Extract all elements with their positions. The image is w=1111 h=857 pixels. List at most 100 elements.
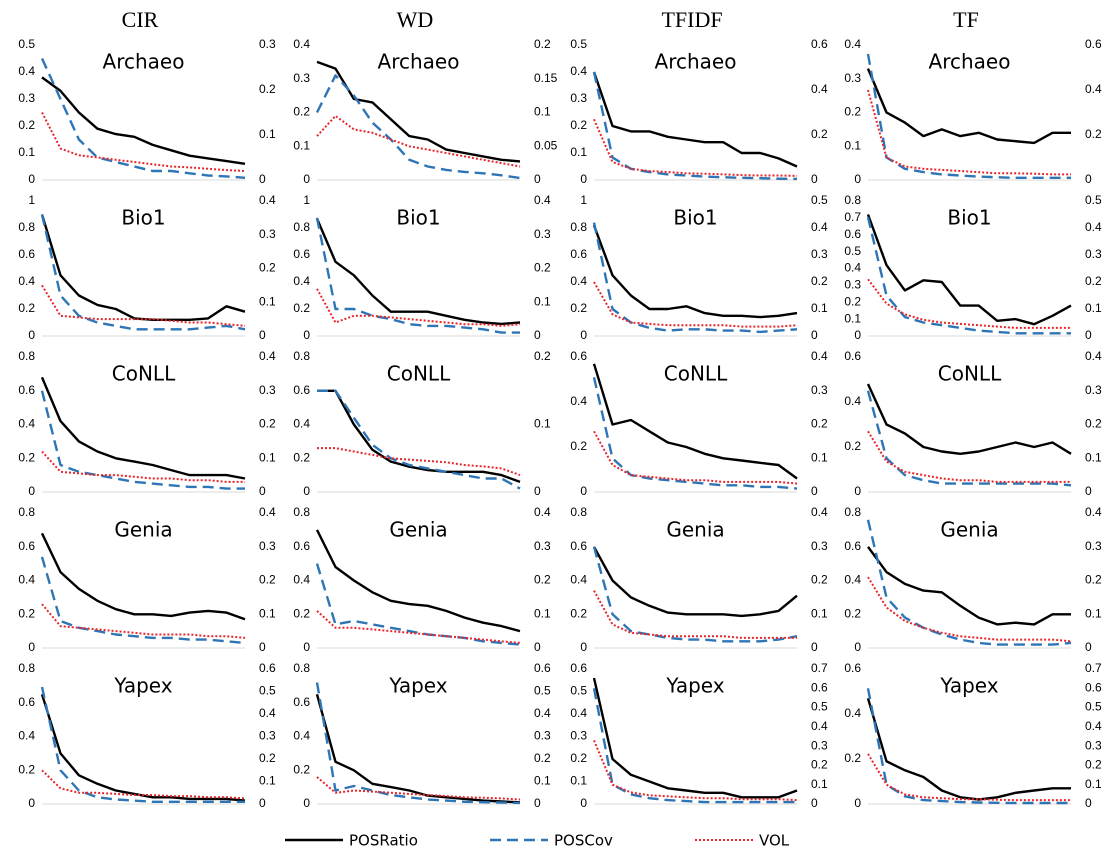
y2-tick-label: 0.4 [1085, 505, 1102, 519]
y-tick-label: 0.4 [18, 573, 35, 587]
y-tick-label: 0 [580, 484, 587, 498]
series-line [592, 377, 798, 490]
y-tick-label: 0.6 [18, 383, 35, 397]
panel-title: Genia [940, 518, 998, 542]
y2-tick-label: 0.1 [259, 774, 276, 788]
y-tick-label: 0.4 [844, 261, 861, 275]
y-tick-label: 0.8 [18, 349, 35, 363]
y2-tick-label: 0.4 [534, 193, 551, 207]
panel-title: Bio1 [121, 206, 165, 230]
y-tick-label: 0.4 [18, 274, 35, 288]
series-line [40, 214, 246, 321]
y2-tick-label: 0.3 [1085, 539, 1102, 553]
y-tick-label: 0.6 [293, 695, 310, 709]
y2-tick-label: 0.3 [259, 227, 276, 241]
y2-tick-label: 0.4 [811, 220, 828, 234]
y-tick-label: 0.6 [570, 539, 587, 553]
y2-tick-label: 0 [534, 328, 541, 342]
series-line [41, 769, 246, 800]
y2-tick-label: 0 [259, 172, 266, 186]
series-line [867, 278, 1071, 329]
y2-tick-label: 0.6 [1085, 37, 1102, 51]
legend-label: VOL [759, 832, 790, 850]
series-line [867, 576, 1072, 643]
y-tick-label: 0.2 [293, 301, 310, 315]
series-line [40, 214, 246, 331]
series-line [40, 532, 246, 621]
y2-tick-label: 0.3 [1085, 738, 1102, 752]
series-line [592, 71, 798, 181]
y2-tick-label: 0.5 [811, 700, 828, 714]
series-line [866, 390, 1072, 487]
y2-tick-label: 0.3 [534, 729, 551, 743]
y2-tick-label: 0 [1085, 484, 1092, 498]
y2-tick-label: 0.4 [534, 706, 551, 720]
panel-title: Archaeo [929, 50, 1011, 74]
series-line [866, 697, 1071, 801]
series-line [316, 60, 521, 163]
series-line [866, 216, 1071, 335]
y-tick-label: 0.1 [570, 774, 587, 788]
y2-tick-label: 0.5 [811, 193, 828, 207]
series-line [593, 430, 798, 485]
y-tick-label: 0.4 [570, 274, 587, 288]
y2-tick-label: 0.4 [259, 193, 276, 207]
y-tick-label: 0.2 [18, 118, 35, 132]
y2-tick-label: 0.1 [534, 774, 551, 788]
y-tick-label: 0.1 [18, 145, 35, 159]
series-line [40, 556, 246, 645]
y2-tick-label: 0.4 [811, 349, 828, 363]
y2-tick-label: 0.6 [259, 661, 276, 675]
y2-tick-label: 0.1 [811, 777, 828, 791]
y2-tick-label: 0.3 [534, 539, 551, 553]
y-tick-label: 0.8 [18, 661, 35, 675]
y-tick-label: 0.4 [570, 394, 587, 408]
y-tick-label: 0.4 [844, 37, 861, 51]
y-tick-label: 0.2 [844, 606, 861, 620]
y-tick-label: 0.1 [570, 145, 587, 159]
y2-tick-label: 0.2 [259, 417, 276, 431]
y-tick-label: 0 [854, 172, 861, 186]
panel-title: CoNLL [664, 362, 728, 386]
y2-tick-label: 0.1 [1085, 606, 1102, 620]
y-tick-label: 0.5 [570, 37, 587, 51]
y-tick-label: 0.1 [293, 138, 310, 152]
y2-tick-label: 0.2 [1085, 127, 1102, 141]
y-tick-label: 0.6 [570, 247, 587, 261]
y2-tick-label: 0 [259, 328, 266, 342]
y2-tick-label: 0.6 [811, 37, 828, 51]
y2-tick-label: 0.1 [259, 294, 276, 308]
y2-tick-label: 0.3 [1085, 247, 1102, 261]
y2-tick-label: 0.2 [811, 758, 828, 772]
y2-tick-label: 0.3 [811, 539, 828, 553]
y-tick-label: 0.8 [18, 505, 35, 519]
y2-tick-label: 0.3 [1085, 383, 1102, 397]
series-line [593, 740, 798, 802]
series-line [592, 546, 798, 643]
panel-title: Yapex [939, 674, 998, 698]
y2-tick-label: 0.6 [1085, 680, 1102, 694]
y-tick-label: 0.3 [844, 278, 861, 292]
y-tick-label: 0.8 [293, 661, 310, 675]
y2-tick-label: 0 [534, 484, 541, 498]
y-tick-label: 0.2 [293, 450, 310, 464]
series-line [41, 76, 246, 165]
column-title: TF [953, 7, 979, 32]
panel-title: Bio1 [673, 206, 717, 230]
y-tick-label: 0.2 [293, 762, 310, 776]
y-tick-label: 0.6 [570, 661, 587, 675]
y-tick-label: 0.8 [293, 349, 310, 363]
y-tick-label: 0.4 [844, 706, 861, 720]
y2-tick-label: 0.2 [534, 751, 551, 765]
y-tick-label: 0.3 [570, 729, 587, 743]
y-tick-label: 0.6 [293, 539, 310, 553]
panel-title: Yapex [665, 674, 724, 698]
y-tick-label: 0.6 [18, 695, 35, 709]
y-tick-label: 0.8 [293, 220, 310, 234]
y2-tick-label: 0.7 [1085, 661, 1102, 675]
y-tick-label: 0.4 [570, 706, 587, 720]
series-line [315, 529, 521, 633]
series-line [317, 447, 521, 477]
y-tick-label: 0.2 [570, 751, 587, 765]
series-line [316, 288, 521, 327]
